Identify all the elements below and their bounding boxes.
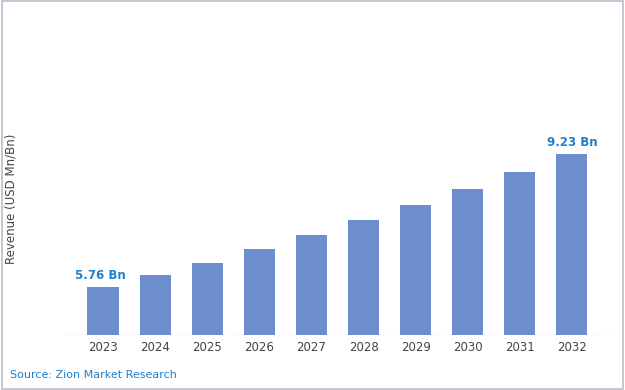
Text: 9.23 Bn: 9.23 Bn — [546, 136, 597, 149]
Bar — [139, 275, 171, 390]
Text: 5.76 Bn: 5.76 Bn — [75, 269, 126, 282]
Text: CAGR :  5.38%: CAGR : 5.38% — [86, 119, 198, 133]
Bar — [504, 172, 536, 390]
Bar — [88, 287, 119, 390]
Text: Global U.S. Utility Terrain Vehicle Market,: Global U.S. Utility Terrain Vehicle Mark… — [10, 18, 418, 36]
Bar — [400, 205, 431, 390]
Text: 2024-2032 (USD Billion): 2024-2032 (USD Billion) — [352, 20, 542, 35]
Text: Revenue (USD Mn/Bn): Revenue (USD Mn/Bn) — [5, 134, 18, 264]
Bar — [556, 154, 588, 390]
Bar — [348, 220, 379, 390]
Bar — [296, 236, 327, 390]
Bar — [244, 249, 275, 390]
Text: Source: Zion Market Research: Source: Zion Market Research — [10, 370, 177, 380]
Bar — [452, 188, 483, 390]
Bar — [192, 263, 223, 390]
